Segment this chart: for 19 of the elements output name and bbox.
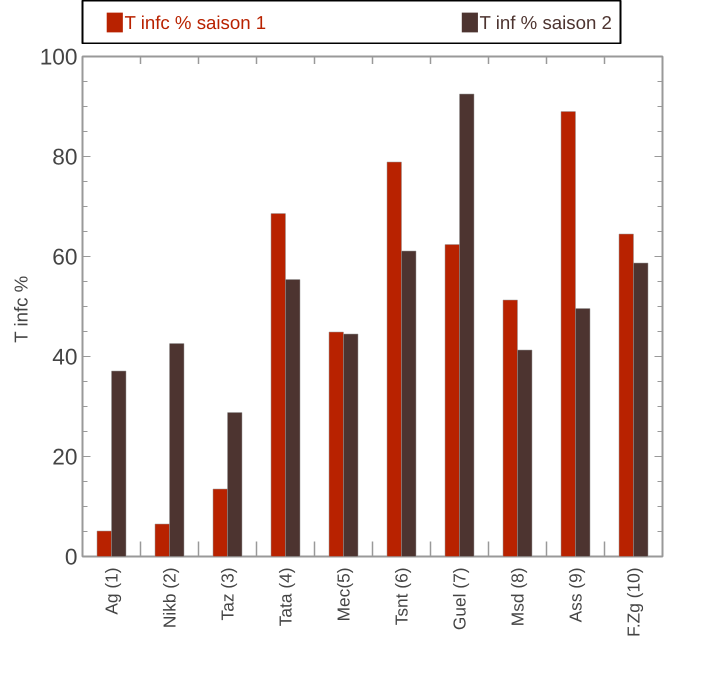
y-tick-label: 20 [52,444,78,470]
y-tick-label: 80 [52,144,78,170]
legend-label: T infc % saison 1 [124,12,266,33]
x-tick-label: Ass (9) [566,567,586,622]
x-tick-label: Mec(5) [334,567,354,622]
x-tick-label: Taz (3) [218,567,238,620]
y-tick-label: 60 [52,244,78,270]
legend-label: T inf % saison 2 [480,12,612,33]
x-tick-label: Nikb (2) [160,567,180,628]
y-tick-label: 100 [40,44,78,70]
y-tick-label: 0 [64,544,78,570]
y-axis-title: T infc % [10,276,32,343]
x-tick-label: Tata (4) [276,567,296,626]
x-tick-label: Guel (7) [450,567,470,630]
x-tick-label: F.Zg (10) [624,567,644,637]
x-tick-label: Tsnt (6) [392,567,412,626]
y-tick-label: 40 [52,344,78,370]
x-tick-label: Msd (8) [508,567,528,626]
x-tick-label: Ag (1) [102,568,122,615]
